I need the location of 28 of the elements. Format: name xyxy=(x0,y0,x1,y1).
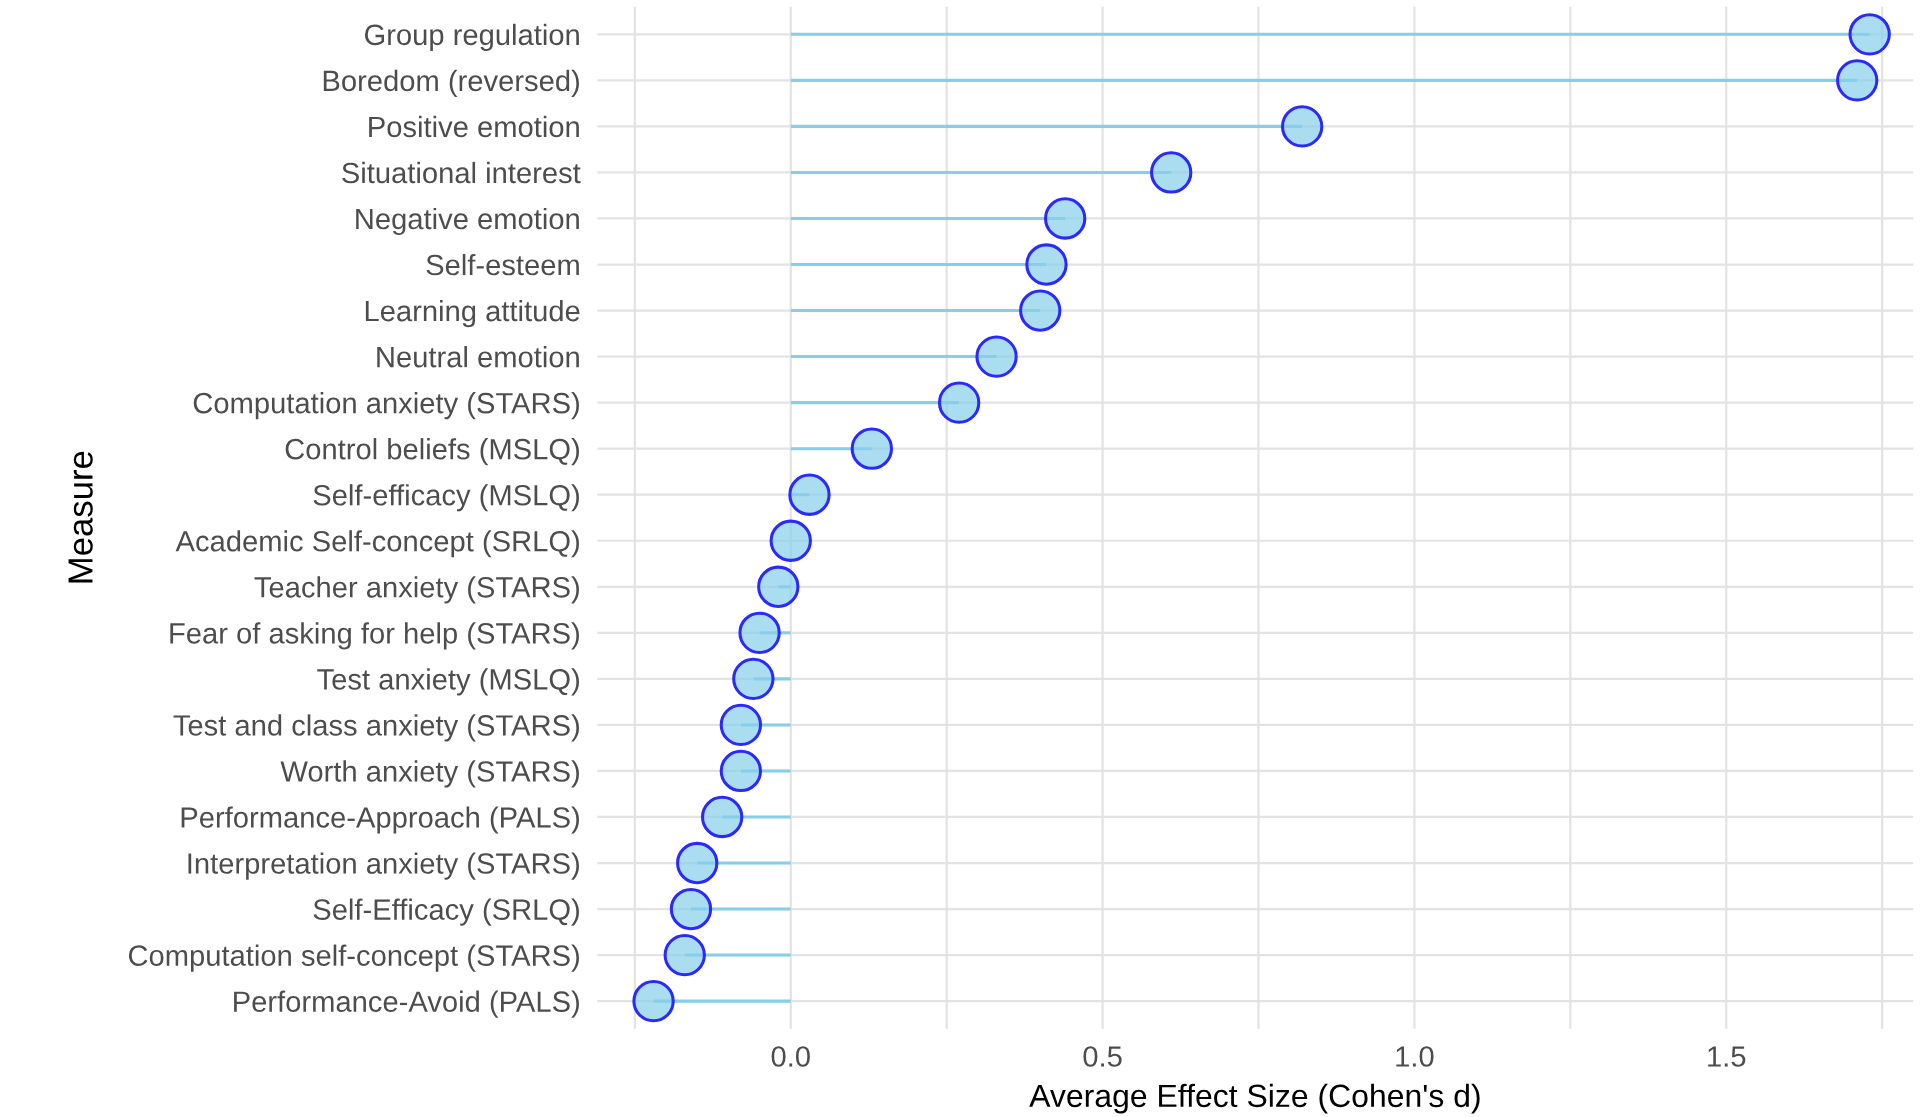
y-tick-label: Control beliefs (MSLQ) xyxy=(285,438,579,466)
y-tick-label: Self-esteem xyxy=(426,253,579,276)
y-tick-label: Positive emotion xyxy=(369,115,579,138)
x-tick-label: 0.5 xyxy=(1083,1046,1122,1067)
y-tick-label: Interpretation anxiety (STARS) xyxy=(188,852,579,880)
y-tick-label: Test anxiety (MSLQ) xyxy=(317,668,579,696)
y-tick-label: Teacher anxiety (STARS) xyxy=(254,576,579,604)
x-tick-label: 1.5 xyxy=(1708,1046,1746,1067)
x-tick-label: 1.0 xyxy=(1396,1046,1434,1067)
y-axis-title: Measure xyxy=(68,451,93,583)
y-tick-label: Boredom (reversed) xyxy=(323,69,579,97)
y-tick-label: Computation anxiety (STARS) xyxy=(193,392,579,420)
y-tick-label: Performance-Approach (PALS) xyxy=(181,806,579,834)
y-tick-label: Test and class anxiety (STARS) xyxy=(173,714,579,742)
y-tick-label: Self-Efficacy (SRLQ) xyxy=(313,898,579,926)
y-tick-label: Negative emotion xyxy=(356,207,579,236)
y-tick-label: Academic Self-concept (SRLQ) xyxy=(175,530,579,558)
y-tick-label: Worth anxiety (STARS) xyxy=(280,760,579,788)
y-tick-label: Learning attitude xyxy=(365,299,580,328)
x-tick-label: 0.0 xyxy=(771,1046,810,1067)
y-tick-label: Fear of asking for help (STARS) xyxy=(170,622,579,650)
y-tick-label: Neutral emotion xyxy=(377,346,579,368)
y-tick-label: Group regulation xyxy=(364,23,579,51)
y-tick-label: Self-efficacy (MSLQ) xyxy=(313,484,579,512)
x-axis-title: Average Effect Size (Cohen's d) xyxy=(1029,1083,1480,1114)
y-tick-label: Situational interest xyxy=(342,161,581,184)
y-tick-label: Computation self-concept (STARS) xyxy=(128,944,579,972)
y-tick-label: Performance-Avoid (PALS) xyxy=(234,990,579,1018)
